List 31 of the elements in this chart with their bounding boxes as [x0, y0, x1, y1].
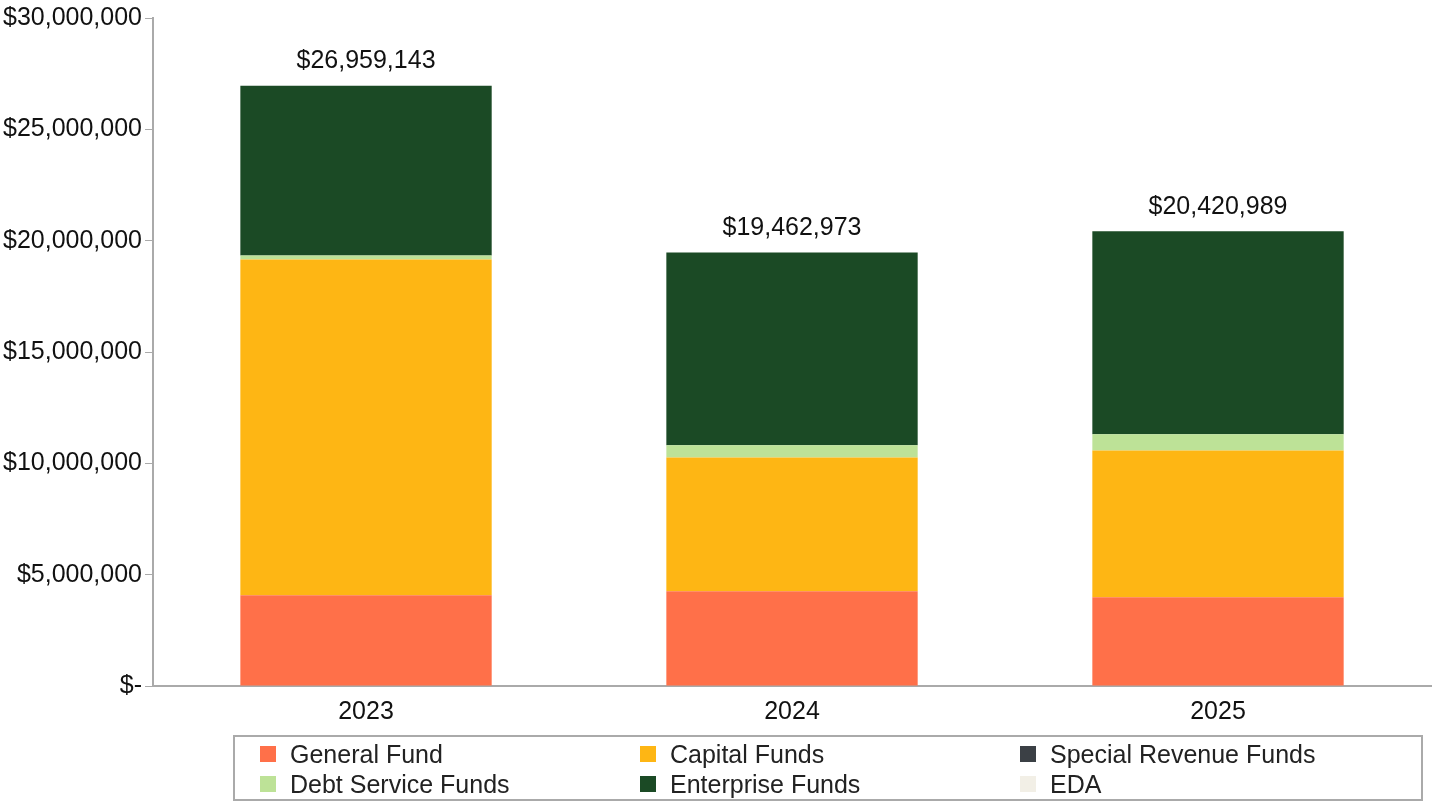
total-label: $20,420,989	[1148, 190, 1288, 219]
bar	[1092, 231, 1344, 435]
x-tick-label: 2024	[764, 695, 820, 724]
legend-label: General Fund	[290, 739, 443, 769]
y-tick-label: $30,000,000	[2, 1, 143, 30]
bar	[240, 259, 492, 596]
bar	[240, 255, 492, 260]
y-tick-label: $15,000,000	[2, 335, 143, 364]
total-label: $26,959,143	[296, 45, 436, 74]
y-tick-label: $25,000,000	[2, 113, 143, 142]
y-tick-label: $10,000,000	[2, 447, 143, 476]
bar	[240, 85, 492, 256]
legend-label: EDA	[1050, 769, 1102, 799]
legend-label: Special Revenue Funds	[1050, 739, 1316, 769]
y-tick-label: $-	[119, 669, 143, 698]
legend-label: Enterprise Funds	[670, 769, 861, 799]
bar	[666, 445, 918, 458]
y-tick-label: $20,000,000	[2, 224, 143, 253]
bar	[666, 591, 918, 686]
legend-label: Capital Funds	[670, 739, 825, 769]
bar	[1092, 450, 1344, 598]
bar	[1092, 434, 1344, 451]
x-tick-label: 2025	[1190, 695, 1246, 724]
total-label: $19,462,973	[722, 212, 862, 241]
bar	[1092, 597, 1344, 686]
y-tick-label: $5,000,000	[16, 558, 143, 587]
bar	[240, 595, 492, 686]
bar	[666, 457, 918, 592]
bar	[666, 252, 918, 446]
x-tick-label: 2023	[338, 695, 394, 724]
legend-label: Debt Service Funds	[290, 769, 510, 799]
